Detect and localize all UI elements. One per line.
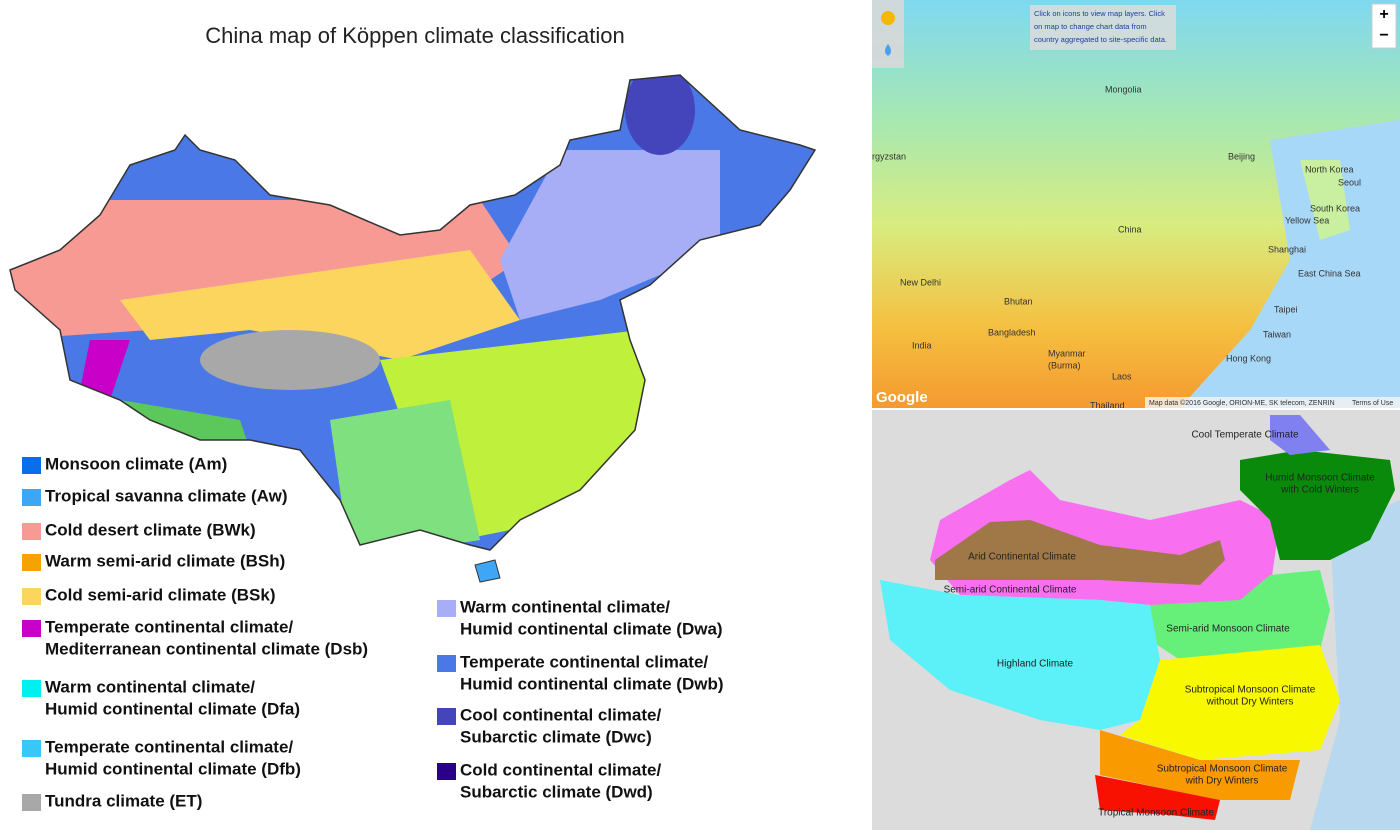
legend-swatch: [22, 794, 41, 811]
place-label: Myanmar: [1048, 348, 1086, 358]
legend-swatch: [437, 763, 456, 780]
place-label: Hong Kong: [1226, 353, 1271, 363]
place-label: Taipei: [1274, 304, 1298, 314]
zone-label: Tropical Monsoon Climate: [1098, 808, 1214, 819]
place-label: Beijing: [1228, 151, 1255, 161]
legend-swatch: [22, 523, 41, 540]
zoom-out[interactable]: −: [1379, 27, 1388, 44]
place-label: Bhutan: [1004, 296, 1033, 306]
place-label: Yellow Sea: [1285, 215, 1329, 225]
info-text: country aggregated to site-specific data…: [1034, 35, 1167, 44]
attribution: Map data ©2016 Google, ORION-ME, SK tele…: [1149, 399, 1335, 407]
place-label: New Delhi: [900, 277, 941, 287]
climate-zone-map: Cool Temperate Climate Humid Monsoon Clim…: [872, 410, 1400, 830]
map-title: China map of Köppen climate classificati…: [205, 23, 624, 48]
info-box: Click on icons to view map layers. Click…: [1034, 9, 1167, 44]
zone-label: with Dry Winters: [1185, 776, 1259, 787]
legend-label: Warm continental climate/: [45, 677, 255, 696]
temperature-map: Click on icons to view map layers. Click…: [872, 0, 1400, 410]
legend-label: Warm continental climate/: [460, 597, 670, 616]
legend-swatch: [22, 489, 41, 506]
place-label: rgyzstan: [872, 151, 906, 161]
zone-label: Subtropical Monsoon Climate: [1185, 685, 1316, 696]
zone-label: Cool Temperate Climate: [1191, 430, 1299, 441]
zoom-in[interactable]: +: [1379, 6, 1388, 23]
legend-label: Tundra climate (ET): [45, 791, 202, 810]
legend-swatch: [22, 457, 41, 474]
place-label: Shanghai: [1268, 244, 1306, 254]
legend-label: Cold desert climate (BWk): [45, 520, 256, 539]
place-label: Laos: [1112, 371, 1132, 381]
zoom-control: [1371, 3, 1397, 49]
place-label: Bangladesh: [988, 327, 1036, 337]
google-logo: Google: [876, 389, 928, 406]
place-label: Thailand: [1090, 400, 1125, 410]
legend-label: Temperate continental climate/: [45, 737, 293, 756]
zone-label: without Dry Winters: [1206, 697, 1294, 708]
legend-label: Humid continental climate (Dwb): [460, 674, 724, 693]
place-label: Seoul: [1338, 177, 1361, 187]
legend-label: Subarctic climate (Dwc): [460, 727, 652, 746]
zone-label: Semi-arid Monsoon Climate: [1166, 624, 1290, 635]
legend-label: Monsoon climate (Am): [45, 454, 227, 473]
zone-label: Humid Monsoon Climate: [1265, 473, 1375, 484]
place-label: Taiwan: [1263, 329, 1291, 339]
place-label: North Korea: [1305, 164, 1354, 174]
legend-label: Humid continental climate (Dfb): [45, 759, 301, 778]
legend-label: Tropical savanna climate (Aw): [45, 486, 288, 505]
place-label: India: [912, 340, 932, 350]
place-label: Mongolia: [1105, 84, 1142, 94]
legend-label: Temperate continental climate/: [45, 617, 293, 636]
legend-label: Cold semi-arid climate (BSk): [45, 585, 276, 604]
koppen-map: China map of Köppen climate classificati…: [9, 23, 817, 811]
zone-labels: Cool Temperate Climate Humid Monsoon Clim…: [944, 430, 1376, 819]
legend-label: Humid continental climate (Dwa): [460, 619, 723, 638]
info-text: on map to change chart data from: [1034, 22, 1147, 31]
legend-label: Warm semi-arid climate (BSh): [45, 551, 285, 570]
legend-label: Humid continental climate (Dfa): [45, 699, 300, 718]
legend-swatch: [437, 708, 456, 725]
legend-swatch: [22, 620, 41, 637]
legend-swatch: [22, 740, 41, 757]
place-label: China: [1118, 224, 1142, 234]
place-label: (Burma): [1048, 360, 1081, 370]
legend-swatch: [437, 655, 456, 672]
zone-label: with Cold Winters: [1280, 485, 1359, 496]
legend-swatch: [22, 588, 41, 605]
place-label: South Korea: [1310, 203, 1360, 213]
legend-label: Cold continental climate/: [460, 760, 661, 779]
zone-label: Highland Climate: [997, 659, 1074, 670]
legend-swatch: [22, 680, 41, 697]
legend: Monsoon climate (Am) Tropical savanna cli…: [22, 454, 724, 811]
zone-label: Subtropical Monsoon Climate: [1157, 764, 1288, 775]
terms-link[interactable]: Terms of Use: [1352, 400, 1393, 407]
zone-label: Semi-arid Continental Climate: [944, 585, 1077, 596]
legend-swatch: [22, 554, 41, 571]
legend-label: Temperate continental climate/: [460, 652, 708, 671]
map-labels: Mongolia China North Korea Seoul South Korea…: [872, 84, 1361, 410]
legend-label: Subarctic climate (Dwd): [460, 782, 653, 801]
info-text: Click on icons to view map layers. Click: [1034, 9, 1165, 18]
legend-swatch: [437, 600, 456, 617]
legend-label: Cool continental climate/: [460, 705, 661, 724]
place-label: East China Sea: [1298, 268, 1361, 278]
zone-label: Arid Continental Climate: [968, 552, 1076, 563]
legend-label: Mediterranean continental climate (Dsb): [45, 639, 368, 658]
